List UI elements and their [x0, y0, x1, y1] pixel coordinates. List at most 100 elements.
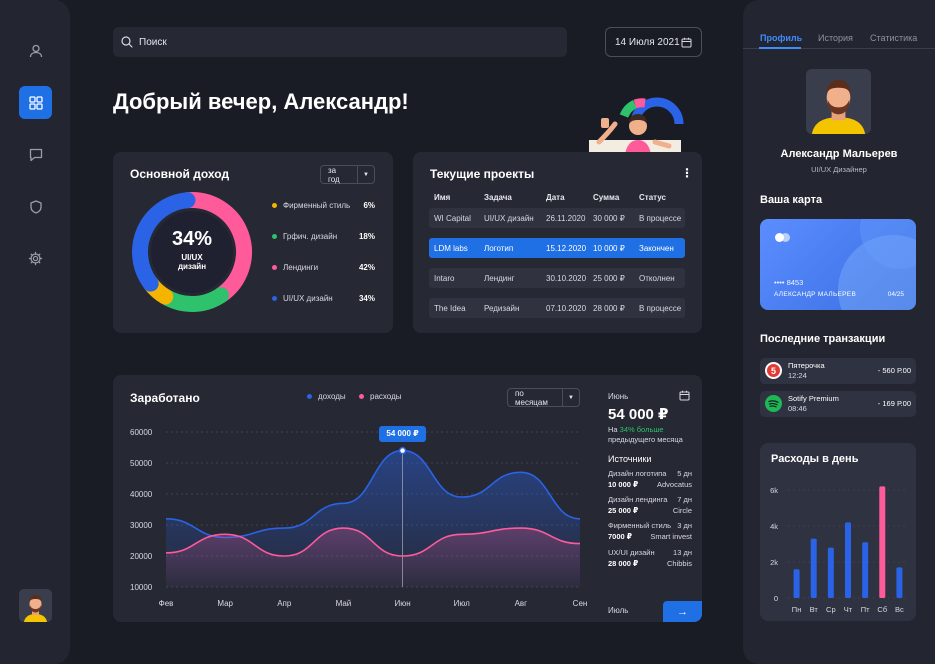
- income-legend-item: Грфич. дизайн 18%: [272, 232, 375, 241]
- security-nav-button[interactable]: [19, 190, 52, 223]
- transaction-item[interactable]: 5 Пятерочка 12:24 - 560 Р.00: [760, 358, 916, 384]
- card-section-title: Ваша карта: [760, 194, 823, 206]
- search-input[interactable]: [139, 36, 539, 48]
- series-line: [165, 449, 581, 539]
- chevron-down-icon: ▼: [562, 389, 579, 406]
- profile-avatar[interactable]: [806, 69, 871, 134]
- source-days: 3 дн: [677, 521, 692, 530]
- legend-label: Лендинги: [283, 263, 319, 272]
- y-tick-label: 20000: [130, 552, 153, 561]
- source-client: Smart invest: [650, 532, 692, 541]
- more-vertical-icon[interactable]: ⋮: [681, 166, 693, 180]
- col-header-date: Дата: [546, 193, 565, 202]
- bar[interactable]: [810, 538, 817, 598]
- dashboard-nav-button[interactable]: [19, 86, 52, 119]
- bar[interactable]: [879, 486, 886, 598]
- chart-tooltip-value: 54 000 ₽: [386, 429, 419, 439]
- transaction-item[interactable]: Sotify Premium 08:46 - 169 Р.00: [760, 391, 916, 417]
- grid-icon: [28, 95, 43, 110]
- data-point[interactable]: [398, 446, 407, 455]
- transactions-title: Последние транзакции: [760, 333, 886, 345]
- source-days: 7 дн: [677, 495, 692, 504]
- cell-task: Редизайн: [484, 304, 520, 313]
- bank-card[interactable]: •••• 8453 АЛЕКСАНДР МАЛЬЕРЕВ 04/25: [760, 219, 916, 310]
- tab-statistics[interactable]: Статистика: [870, 33, 918, 43]
- table-row-selected[interactable]: LDM labs Логотип 15.12.2020 10 000 ₽ Зак…: [429, 238, 685, 258]
- cell-name: Intaro: [434, 274, 455, 283]
- tab-profile[interactable]: Профиль: [760, 33, 803, 43]
- y-tick-label: 60000: [130, 428, 153, 437]
- bar[interactable]: [896, 567, 903, 598]
- shield-icon: [29, 199, 42, 214]
- user-avatar-small[interactable]: [19, 589, 52, 622]
- messages-nav-button[interactable]: [19, 138, 52, 171]
- y-tick-label: 30000: [130, 521, 153, 530]
- search-bar[interactable]: [113, 27, 567, 57]
- source-client: Circle: [672, 506, 692, 515]
- source-item: Дизайн лендинга 7 дн 25 000 ₽ Circle: [608, 495, 692, 515]
- earned-compare: На 34% больше предыдущего месяца: [608, 425, 683, 445]
- cell-sum: 25 000 ₽: [593, 274, 625, 283]
- x-tick-label: Сен: [573, 599, 588, 608]
- gear-icon: [28, 251, 43, 266]
- cell-name: LDM labs: [434, 244, 468, 253]
- legend-dot: [272, 265, 277, 270]
- source-amount: 28 000 ₽: [608, 559, 639, 568]
- bar[interactable]: [827, 547, 834, 598]
- bar[interactable]: [862, 542, 869, 598]
- legend-label: UI/UX дизайн: [283, 294, 333, 303]
- source-client: Advocatus: [656, 480, 692, 489]
- bar[interactable]: [793, 569, 800, 598]
- bar[interactable]: [845, 522, 851, 598]
- y-tick-label: 0: [774, 594, 778, 603]
- legend-label: доходы: [318, 392, 346, 401]
- spotify-icon: [765, 395, 782, 412]
- search-icon: [121, 36, 133, 48]
- daily-expenses-title: Расходы в день: [771, 453, 859, 465]
- donut-hole: [151, 211, 233, 293]
- cell-sum: 28 000 ₽: [593, 304, 625, 313]
- table-row[interactable]: Intaro Лендинг 30.10.2020 25 000 ₽ Откол…: [429, 268, 685, 288]
- legend-expense: расходы: [359, 392, 402, 401]
- legend-label: Грфич. дизайн: [283, 232, 338, 241]
- earned-month: Июнь: [608, 392, 629, 401]
- y-tick-label: 10000: [130, 583, 153, 592]
- greeting-title: Добрый вечер, Александр!: [113, 89, 409, 114]
- calendar-icon[interactable]: [679, 390, 690, 401]
- avatar: [806, 69, 871, 134]
- tab-history[interactable]: История: [818, 33, 853, 43]
- table-row[interactable]: WI Capital UI/UX дизайн 26.11.2020 30 00…: [429, 208, 685, 228]
- profile-nav-button[interactable]: [19, 34, 52, 67]
- series-line: [165, 527, 581, 557]
- source-item: Дизайн логотипа 5 дн 10 000 ₽ Advocatus: [608, 469, 692, 489]
- col-header-name: Имя: [434, 193, 451, 202]
- x-tick-label: Мар: [217, 599, 233, 608]
- x-tick-label: Вт: [810, 605, 819, 614]
- transaction-time: 08:46: [788, 404, 807, 413]
- donut-slice: [132, 192, 196, 292]
- next-month-button[interactable]: →: [663, 601, 702, 622]
- x-tick-label: Сб: [877, 605, 887, 614]
- x-tick-label: Вс: [895, 605, 904, 614]
- cell-task: UI/UX дизайн: [484, 214, 534, 223]
- x-tick-label: Июн: [394, 599, 410, 608]
- legend-dot: [359, 394, 364, 399]
- income-legend-item: Фирменный стиль 6%: [272, 201, 375, 210]
- x-tick-label: Май: [336, 599, 352, 608]
- pyaterochka-icon: 5: [765, 362, 782, 379]
- settings-nav-button[interactable]: [19, 242, 52, 275]
- date-picker-button[interactable]: 14 Июля 2021: [605, 27, 702, 57]
- compare-pct: 34% больше: [619, 425, 664, 434]
- table-row[interactable]: The Idea Редизайн 07.10.2020 28 000 ₽ В …: [429, 298, 685, 318]
- legend-pct: 34%: [358, 294, 375, 303]
- cell-sum: 10 000 ₽: [593, 244, 625, 253]
- cell-task: Логотип: [484, 244, 514, 253]
- x-tick-label: Чт: [844, 605, 853, 614]
- income-period-select[interactable]: за год ▼: [320, 165, 375, 184]
- earned-period-select[interactable]: по месяцам ▼: [507, 388, 580, 407]
- earned-amount: 54 000 ₽: [608, 406, 669, 423]
- donut-center-label-1: UI/UX: [181, 253, 203, 262]
- cell-status: Закончен: [639, 244, 674, 253]
- legend-label: расходы: [370, 392, 402, 401]
- transaction-name: Sotify Premium: [788, 394, 839, 403]
